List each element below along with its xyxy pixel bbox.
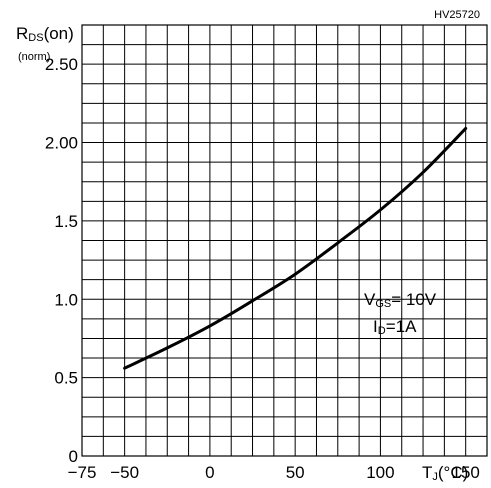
x-tick-labels: −75 −50 0 50 100 150 [68, 463, 480, 482]
x-tick-label: 100 [366, 463, 394, 482]
x-tick-label: −50 [110, 463, 139, 482]
annotation-id: ID=1A [373, 317, 417, 337]
x-tick-label: 50 [286, 463, 305, 482]
y-tick-label: 1.5 [54, 212, 78, 231]
y-axis-label: RDS(on) [16, 24, 74, 44]
y-tick-label: 2.50 [45, 55, 78, 74]
y-tick-label: 0.5 [54, 369, 78, 388]
grid [82, 25, 487, 456]
y-tick-labels: 0 0.5 1.0 1.5 2.00 2.50 [45, 55, 78, 466]
y-tick-label: 2.00 [45, 134, 78, 153]
x-axis-label: TJ(°C) [422, 463, 468, 483]
x-tick-label: −75 [68, 463, 97, 482]
rds-on-curve [123, 126, 468, 370]
plot-frame [81, 24, 488, 457]
x-tick-label: 0 [205, 463, 214, 482]
y-axis-label-norm: (norm) [18, 51, 50, 63]
x-tick-label: 150 [451, 463, 479, 482]
part-number: HV25720 [434, 9, 480, 21]
y-tick-label: 1.0 [54, 290, 78, 309]
annotation-vgs: VGS= 10V [364, 290, 437, 310]
y-tick-label: 0 [69, 447, 78, 466]
